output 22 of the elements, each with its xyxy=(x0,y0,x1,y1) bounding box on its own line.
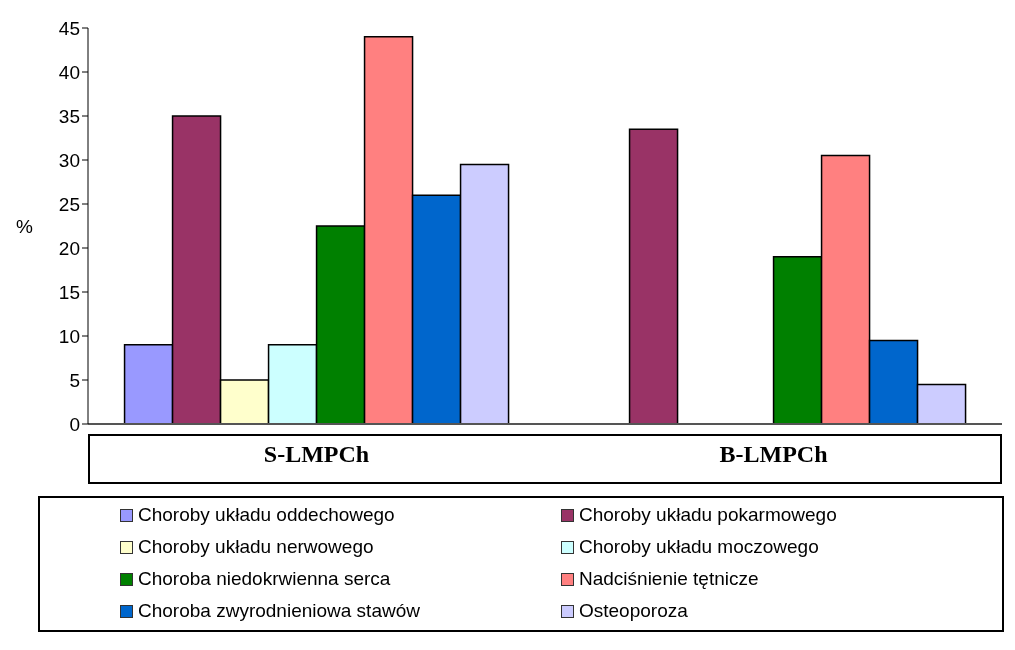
x-tick-label: S-LMPCh xyxy=(263,440,370,467)
y-tick-label: 30 xyxy=(58,149,80,171)
legend-label: Choroby układu pokarmowego xyxy=(579,504,837,526)
legend-label: Choroby układu oddechowego xyxy=(138,504,395,526)
y-tick-label: 40 xyxy=(58,61,80,83)
y-tick-label: 10 xyxy=(58,325,80,347)
legend-label: Choroba niedokrwienna serca xyxy=(138,568,391,590)
legend-label: Choroba zwyrodnieniowa stawów xyxy=(138,600,420,622)
y-tick-label: 20 xyxy=(58,237,80,259)
legend-label: Nadciśnienie tętnicze xyxy=(579,568,759,590)
bar xyxy=(628,128,679,424)
y-tick-label: 45 xyxy=(58,17,80,39)
y-tick-label: 25 xyxy=(58,193,80,215)
x-tick-label: B-LMPCh xyxy=(719,440,828,467)
y-tick-label: 5 xyxy=(69,369,80,391)
legend-label: Choroby układu moczowego xyxy=(579,536,819,558)
legend-label: Choroby układu nerwowego xyxy=(138,536,374,558)
y-tick-label: 0 xyxy=(69,413,80,435)
y-tick-label: 15 xyxy=(58,281,80,303)
legend-label: Osteoporoza xyxy=(579,600,688,622)
y-axis-title: % xyxy=(16,215,33,237)
y-tick-label: 35 xyxy=(58,105,80,127)
